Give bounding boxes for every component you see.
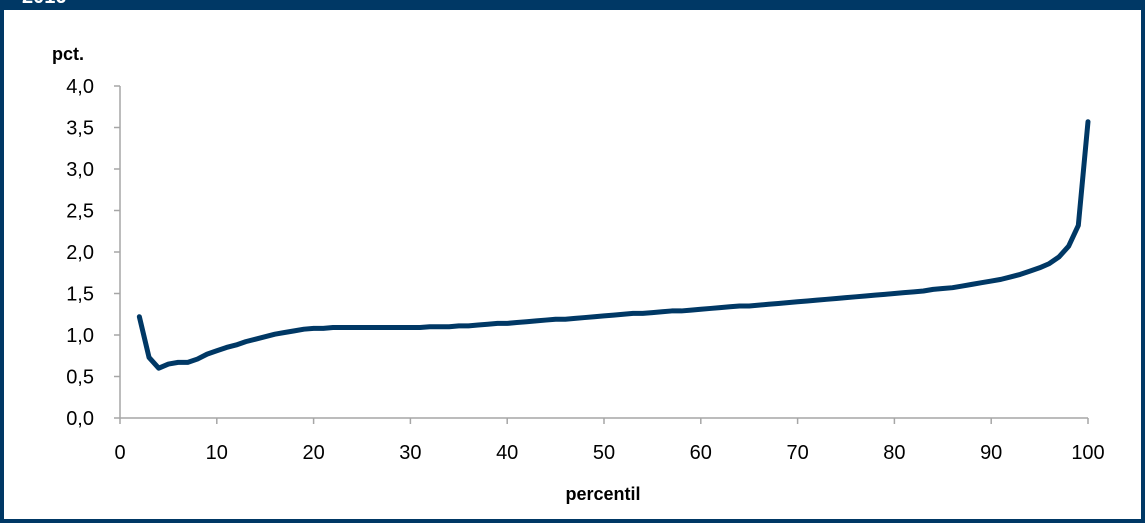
x-tick-label: 20 <box>302 442 324 464</box>
y-tick-label: 1,0 <box>66 325 94 347</box>
y-tick-label: 4,0 <box>66 76 94 98</box>
y-tick-label: 2,0 <box>66 242 94 264</box>
y-axis-title: pct. <box>52 44 84 64</box>
y-tick-label: 0,0 <box>66 408 94 430</box>
x-tick-label: 90 <box>980 442 1002 464</box>
x-tick-label: 70 <box>786 442 808 464</box>
series-line <box>136 119 1091 371</box>
y-tick-label: 3,0 <box>66 159 94 181</box>
x-tick-label: 30 <box>399 442 421 464</box>
x-tick-label: 0 <box>114 442 125 464</box>
x-tick-label: 50 <box>593 442 615 464</box>
chart-header-band: 2016 <box>0 0 1145 10</box>
y-tick-label: 2,5 <box>66 201 94 223</box>
y-tick-label: 0,5 <box>66 367 94 389</box>
x-tick-label: 60 <box>690 442 712 464</box>
x-tick-label: 80 <box>883 442 905 464</box>
x-axis-title: percentil <box>565 484 640 504</box>
tick-labels: 0,0 0,5 1,0 1,5 2,0 2,5 3,0 3,5 4,0 0 10 20 30 40 50 60… <box>66 76 1105 464</box>
x-tick-label: 40 <box>496 442 518 464</box>
chart-title: 2016 <box>22 0 67 7</box>
y-tick-label: 1,5 <box>66 284 94 306</box>
axes <box>114 85 1089 424</box>
y-tick-label: 3,5 <box>66 118 94 140</box>
x-tick-label: 100 <box>1071 442 1104 464</box>
x-tick-label: 10 <box>206 442 228 464</box>
